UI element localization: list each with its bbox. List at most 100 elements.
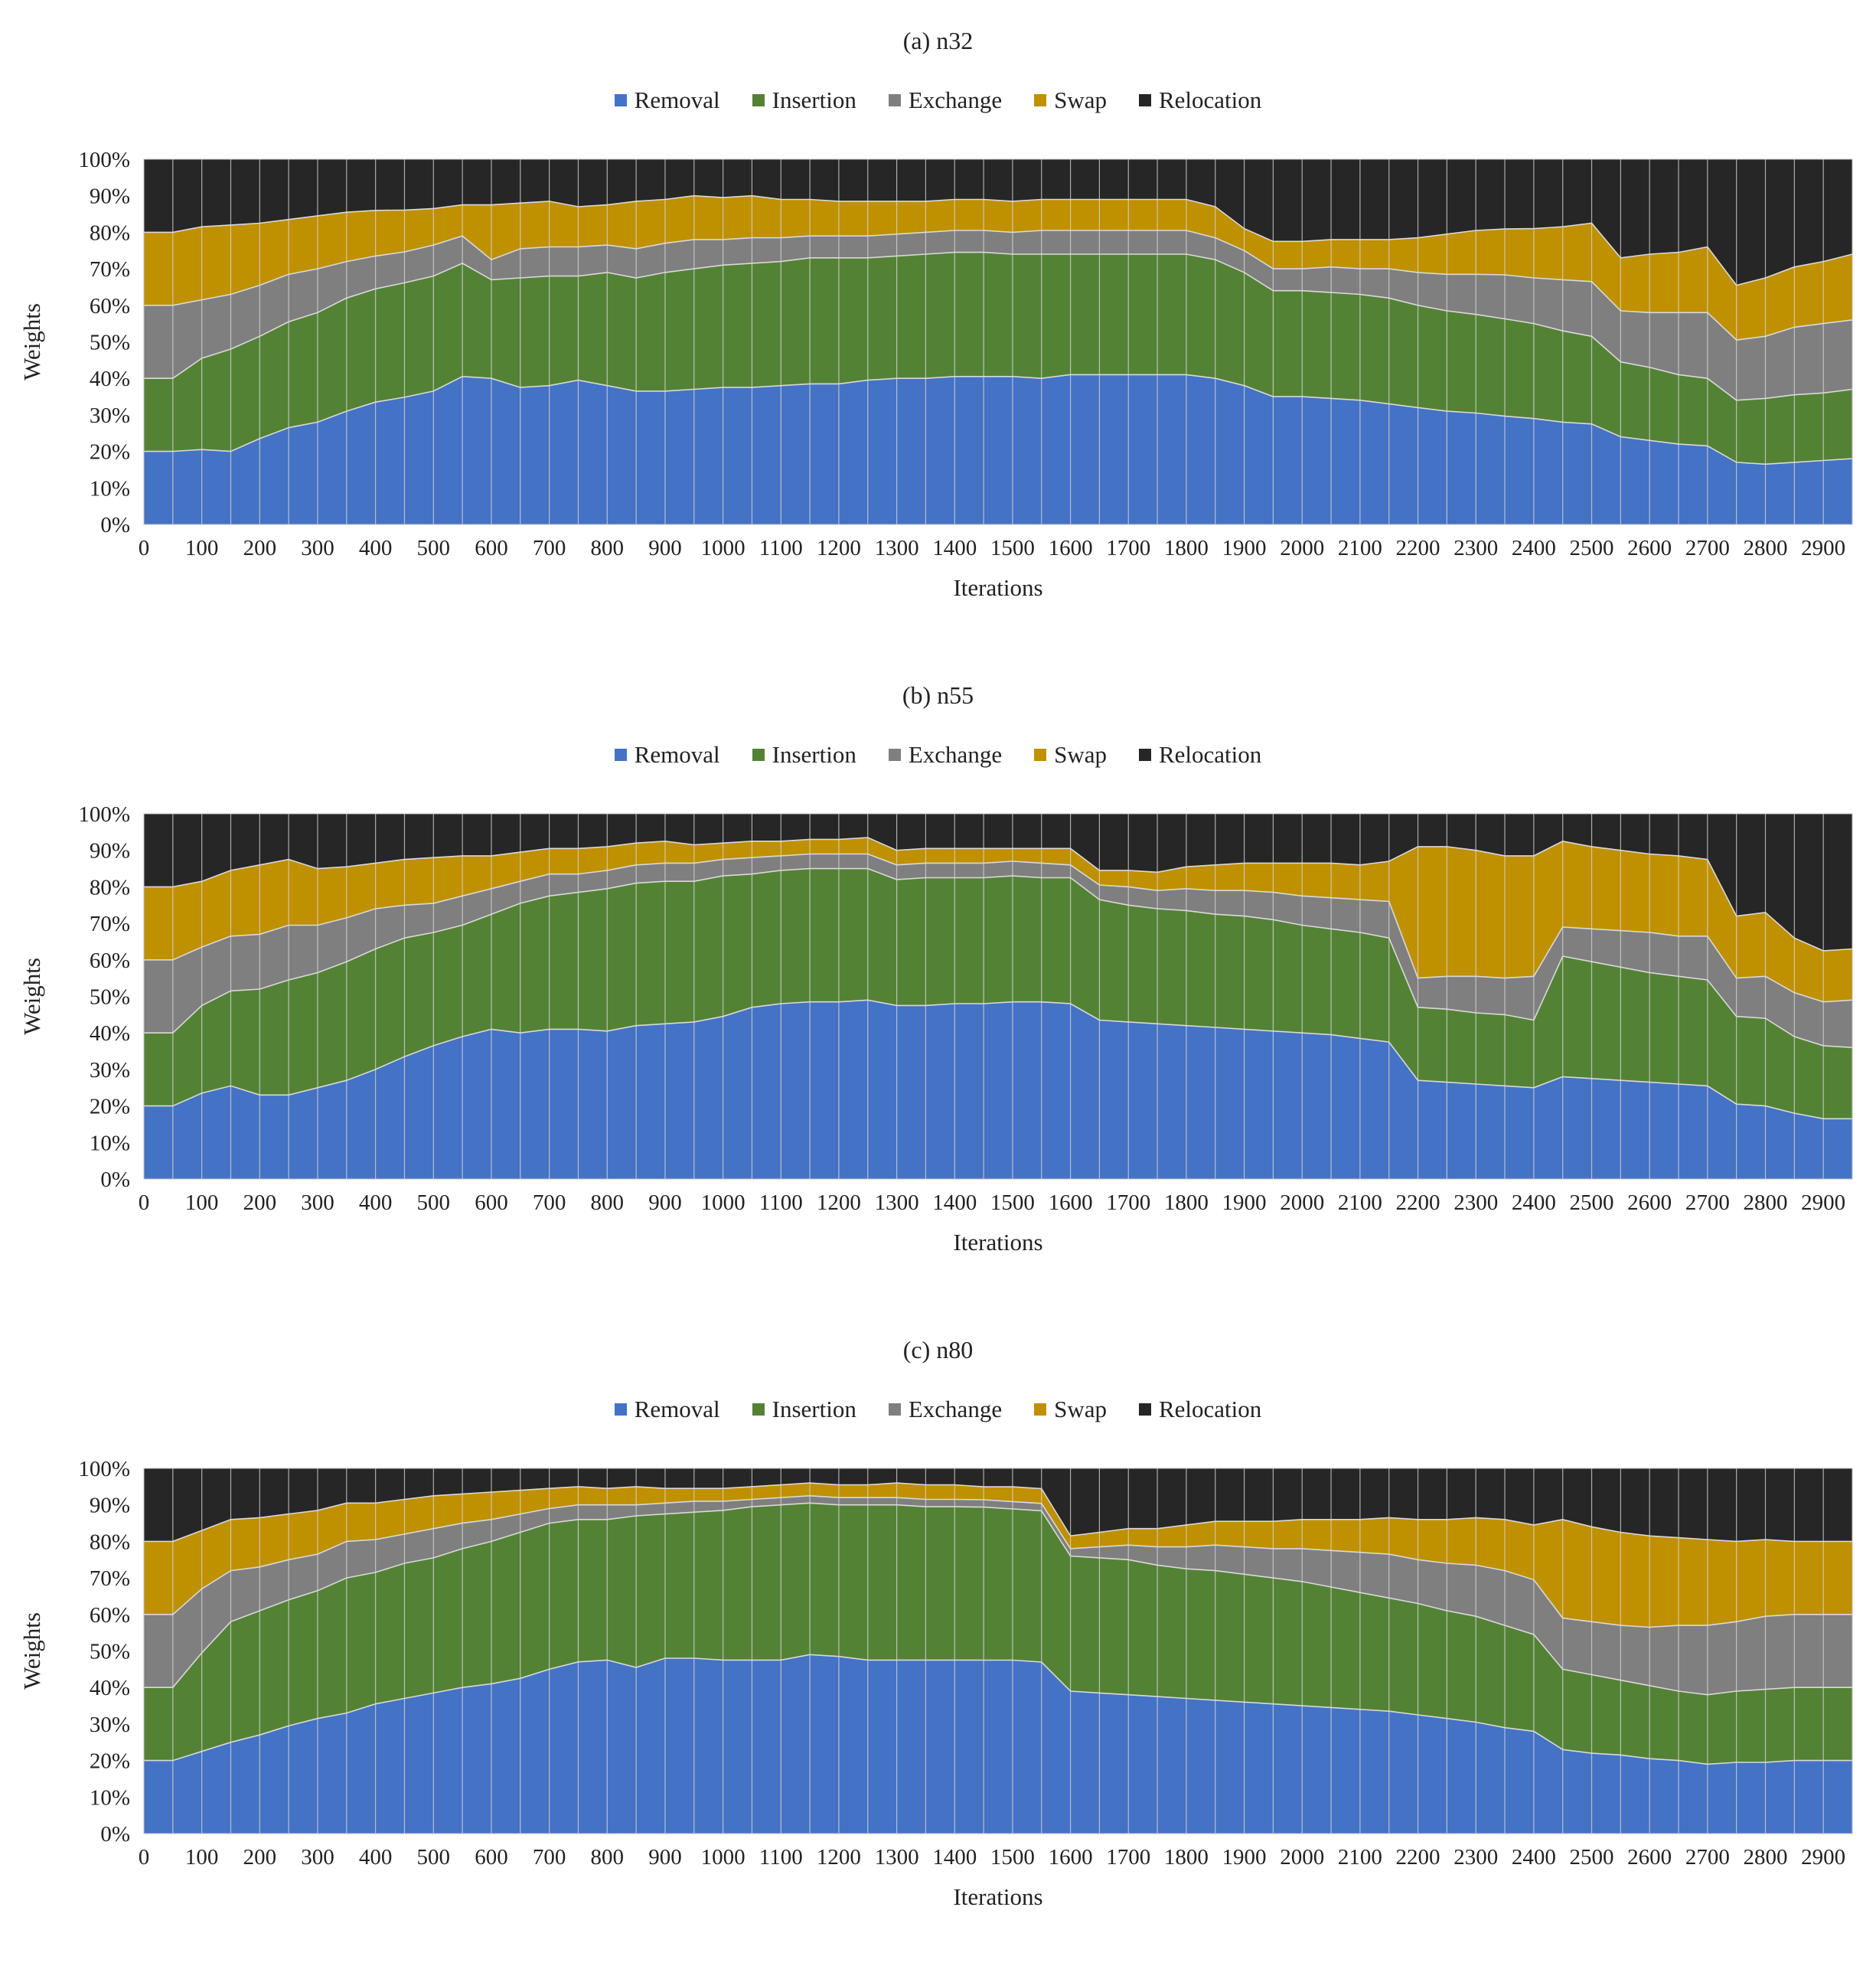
y-tick-label: 100% [78,148,130,172]
x-tick-label: 2600 [1627,1845,1672,1870]
x-tick-label: 2000 [1280,1845,1324,1870]
x-tick-label: 2900 [1801,1190,1845,1215]
legend: Removal Insertion Exchange Swap Relocati… [0,87,1876,114]
data-point-separators [172,1468,1824,1834]
area-swap [144,195,1852,341]
legend-label-swap: Swap [1054,741,1107,768]
legend-swatch-relocation [1138,1403,1151,1416]
x-tick-label: 2100 [1338,536,1382,560]
boundary-exchange [144,1494,1852,1628]
y-tick-label: 20% [90,1749,130,1774]
boundary-insertion [144,251,1853,401]
area-exchange [144,854,1852,1048]
x-tick-label: 1100 [759,536,803,560]
legend-swatch-swap [1034,1403,1047,1416]
x-tick-label: 1800 [1164,536,1209,560]
x-tick-label: 1100 [759,1190,803,1215]
x-tick-label: 1000 [701,1845,746,1870]
chart-title: (c) n80 [902,1336,974,1363]
plot-border [143,813,1853,1180]
chart-panel-n80: (c) n80 Removal Insertion Exchange Swap … [0,1336,1876,1979]
boundary-swap [144,837,1853,952]
legend-swatch-exchange [888,749,901,761]
x-axis-title: Iterations [953,1883,1042,1910]
x-tick-label: 800 [591,1190,625,1215]
x-tick-label: 200 [243,1845,277,1870]
x-tick-label: 1700 [1106,536,1150,560]
x-tick-label: 2400 [1512,1190,1556,1215]
x-tick-label: 700 [533,536,566,560]
y-tick-label: 0% [100,1167,130,1192]
x-tick-label: 1900 [1222,1845,1267,1870]
x-tick-label: 2300 [1453,536,1498,560]
boundary-removal [144,999,1852,1120]
x-tick-label: 1100 [759,1845,803,1870]
y-tick-label: 80% [90,220,130,245]
x-tick-label: 1600 [1049,1190,1093,1215]
x-tick-label: 1900 [1222,1190,1267,1215]
legend-swatch-removal [614,749,627,761]
y-tick-label: 70% [90,1566,130,1591]
x-tick-label: 500 [417,1845,451,1870]
legend-item-relocation: Relocation [1138,1396,1261,1423]
y-tick-label: 40% [90,367,130,391]
x-tick-label: 400 [359,1190,393,1215]
area-series-group [144,814,1852,1179]
x-tick-label: 1800 [1164,1190,1209,1215]
x-tick-label: 0 [139,536,150,560]
x-tick-label: 2600 [1627,1190,1672,1215]
y-tick-label: 0% [100,513,130,537]
y-tick-label: 50% [90,1640,130,1664]
x-tick-label: 2300 [1453,1190,1498,1215]
x-tick-label: 200 [243,536,277,560]
y-tick-label: 10% [90,1785,130,1810]
y-tick-label: 80% [90,1530,130,1554]
x-tick-label: 500 [417,1190,451,1215]
y-tick-label: 50% [90,985,130,1010]
x-tick-label: 2700 [1685,536,1730,560]
x-tick-label: 900 [648,536,682,560]
x-tick-label: 100 [185,536,219,560]
x-tick-label: 1600 [1049,536,1093,560]
boundary-insertion [144,1502,1852,1696]
legend-item-insertion: Insertion [752,1396,856,1423]
legend-swatch-exchange [888,1403,901,1416]
y-tick-label: 100% [78,1457,130,1481]
legend-item-removal: Removal [614,87,720,114]
x-tick-label: 400 [359,536,393,560]
x-tick-label: 1300 [875,536,919,560]
y-tick-label: 30% [90,403,130,428]
x-tick-label: 1400 [932,1190,977,1215]
x-tick-label: 1300 [875,1845,919,1870]
x-tick-label: 1400 [932,1845,977,1870]
legend-item-swap: Swap [1034,1396,1107,1423]
x-tick-label: 100 [185,1845,219,1870]
y-tick-label: 50% [90,331,130,355]
legend: Removal Insertion Exchange Swap Relocati… [0,1396,1876,1423]
area-chart-n80: 0% 10% 20% 30% 40% 50% 60% 70% 80% 90% 100% 0 100 200… [18,1457,1853,1910]
x-tick-label: 1000 [701,1190,746,1215]
x-tick-label: 2400 [1512,536,1556,560]
y-tick-label: 100% [78,802,130,827]
area-exchange [144,230,1852,400]
y-tick-label: 0% [100,1822,130,1847]
x-tick-label: 1200 [817,1190,861,1215]
x-tick-label: 1200 [817,1845,861,1870]
x-tick-label: 2900 [1801,1845,1845,1870]
x-tick-label: 2100 [1338,1845,1382,1870]
y-tick-label: 10% [90,1131,130,1155]
x-tick-label: 1500 [990,536,1035,560]
x-tick-label: 1600 [1049,1845,1093,1870]
x-axis-title: Iterations [953,574,1042,601]
x-tick-label: 2500 [1570,1845,1614,1870]
legend-swatch-insertion [752,1403,765,1416]
y-tick-label: 40% [90,1676,130,1700]
x-tick-label: 1300 [875,1190,919,1215]
chart-title: (a) n32 [902,27,974,54]
legend-item-swap: Swap [1034,87,1107,114]
legend-item-removal: Removal [614,1396,720,1423]
legend-item-exchange: Exchange [888,87,1002,114]
x-tick-label: 600 [475,1190,508,1215]
x-tick-label: 2200 [1396,1190,1440,1215]
area-exchange [144,1495,1852,1695]
